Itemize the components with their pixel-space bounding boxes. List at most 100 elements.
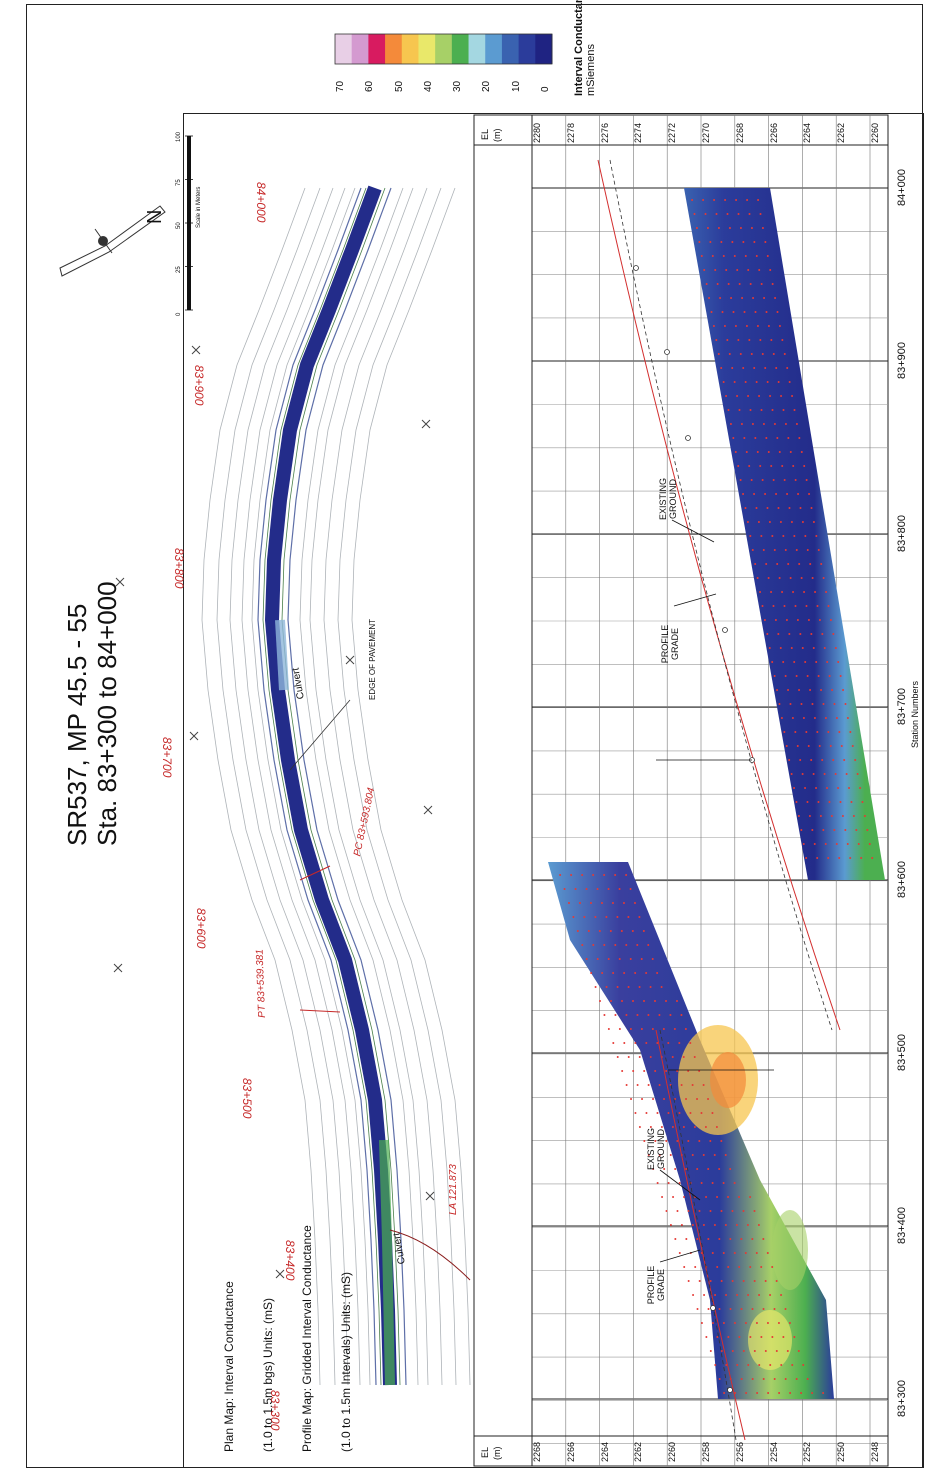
sample-point <box>826 661 829 663</box>
sample-point <box>776 563 779 565</box>
sample-point <box>806 675 809 677</box>
contour-line <box>337 187 457 1386</box>
sample-point <box>738 409 741 411</box>
sample-point <box>660 986 663 988</box>
sample-point <box>842 689 845 691</box>
elevation-label-right: 2272 <box>667 122 678 143</box>
sample-point <box>748 213 751 215</box>
sample-point <box>643 1070 646 1072</box>
sample-point <box>583 916 586 918</box>
sample-point <box>833 829 836 831</box>
sample-point <box>784 1308 787 1310</box>
sample-point <box>778 1392 781 1394</box>
sample-point <box>766 633 769 635</box>
sample-point <box>742 493 745 495</box>
sample-point <box>740 1308 743 1310</box>
plan-note-line-4: (1.0 to 1.5m Intervals) Units: (mS) <box>339 1271 353 1452</box>
sample-point <box>711 1322 714 1324</box>
sample-point <box>823 647 826 649</box>
sample-point <box>707 1238 710 1240</box>
sample-point <box>822 703 825 705</box>
sample-point <box>722 1252 725 1254</box>
sample-point <box>790 647 793 649</box>
elevation-label-right: 2280 <box>532 122 542 143</box>
sample-point <box>645 972 648 974</box>
sample-point <box>744 255 747 257</box>
sample-point <box>750 353 753 355</box>
sample-point <box>696 1308 699 1310</box>
sample-point <box>772 353 775 355</box>
sample-point <box>667 1112 670 1114</box>
profile-point-marker <box>710 1305 716 1311</box>
existing-ground-text-right: EXISTING GROUND <box>658 478 678 521</box>
existing-ground-line-left <box>659 1029 737 1441</box>
sample-point <box>745 1392 748 1394</box>
sample-point <box>590 972 593 974</box>
elevation-label-left: 2252 <box>802 1441 813 1462</box>
sample-point <box>767 325 770 327</box>
sample-point <box>857 843 860 845</box>
sample-point <box>782 409 785 411</box>
elevation-label-left: 2248 <box>870 1441 880 1462</box>
sample-point <box>665 1140 668 1142</box>
sample-point <box>799 759 802 761</box>
sample-point <box>761 479 764 481</box>
sample-point <box>612 1042 615 1044</box>
pt-leader <box>299 1009 341 1013</box>
pc-leader <box>299 865 331 881</box>
map-station-label: 83+400 <box>283 1240 297 1281</box>
conductance-peak-zone <box>710 1052 746 1108</box>
sample-point <box>682 1056 685 1058</box>
sample-point <box>766 1252 769 1254</box>
sample-point <box>806 801 809 803</box>
sample-point <box>771 661 774 663</box>
sample-point <box>674 1238 677 1240</box>
sample-point <box>810 759 813 761</box>
sample-point <box>796 745 799 747</box>
sample-point <box>755 507 758 509</box>
sample-point <box>678 1182 681 1184</box>
legend-tick-label: 60 <box>364 80 376 92</box>
sample-point <box>820 689 823 691</box>
sample-point <box>706 227 709 229</box>
sample-point <box>720 367 723 369</box>
sample-point <box>773 1378 776 1380</box>
sample-point <box>844 829 847 831</box>
sample-point <box>578 902 581 904</box>
sample-point <box>801 647 804 649</box>
sample-point <box>731 1280 734 1282</box>
legend-swatch <box>435 34 453 64</box>
sample-point <box>805 605 808 607</box>
sample-point <box>656 1112 659 1114</box>
sample-point <box>822 829 825 831</box>
la-line <box>389 1229 471 1281</box>
sample-point <box>647 1154 650 1156</box>
sample-point <box>843 759 846 761</box>
sample-point <box>794 479 797 481</box>
sample-point <box>828 801 831 803</box>
sample-point <box>863 815 866 817</box>
sample-point <box>696 1168 699 1170</box>
title-line-1: SR537, MP 45.5 - 55 <box>62 603 92 846</box>
sample-point <box>627 986 630 988</box>
sample-point <box>753 1280 756 1282</box>
sample-point <box>744 507 747 509</box>
sample-point <box>802 717 805 719</box>
sample-point <box>797 815 800 817</box>
sample-point <box>698 241 701 243</box>
sample-point <box>622 902 625 904</box>
sample-point <box>749 409 752 411</box>
sample-point <box>625 1014 628 1016</box>
sample-point <box>811 1392 814 1394</box>
profile-grade-line-left <box>655 1029 746 1441</box>
sample-point <box>793 661 796 663</box>
sample-point <box>718 1308 721 1310</box>
sample-point <box>747 395 750 397</box>
sample-point <box>691 1084 694 1086</box>
sample-point <box>832 759 835 761</box>
sample-point <box>731 1350 734 1352</box>
sample-point <box>709 1140 712 1142</box>
station-tick-label: 83+800 <box>896 514 908 552</box>
sample-point <box>818 619 821 621</box>
sample-point <box>651 958 654 960</box>
